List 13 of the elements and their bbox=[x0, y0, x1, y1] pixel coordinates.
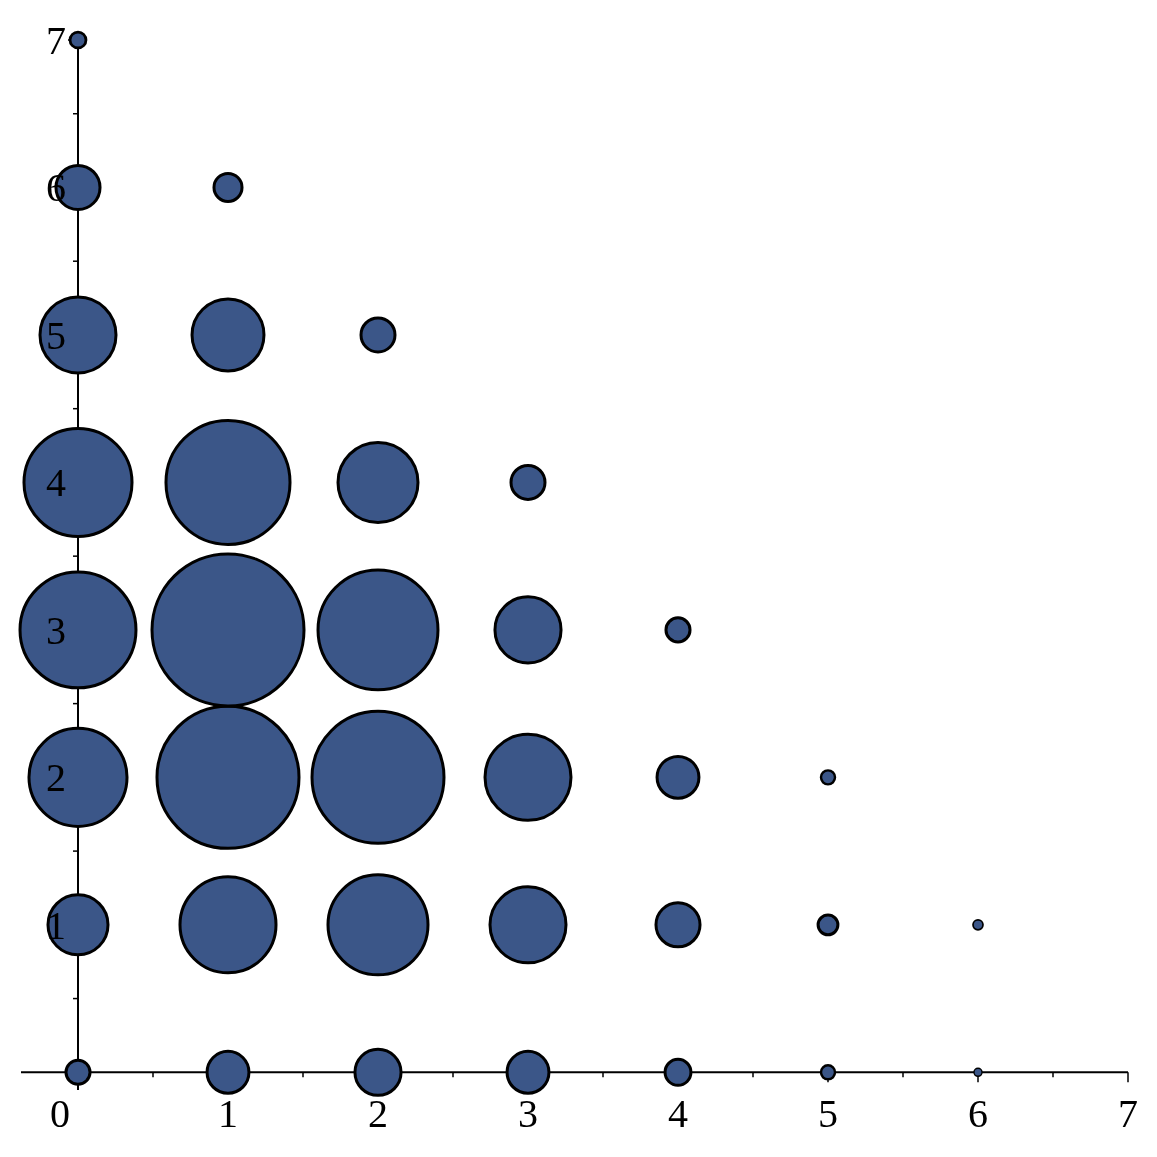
y-tick-label: 7 bbox=[46, 18, 66, 63]
x-tick-label: 6 bbox=[968, 1091, 988, 1137]
x-tick-label: 7 bbox=[1118, 1091, 1138, 1137]
x-tick-label: 3 bbox=[518, 1091, 538, 1137]
x-tick-label: 5 bbox=[818, 1091, 838, 1137]
x-tick-label: 1 bbox=[218, 1091, 238, 1137]
y-tick-label: 3 bbox=[46, 607, 66, 653]
x-tick-label: 2 bbox=[368, 1091, 388, 1137]
y-tick-label: 5 bbox=[46, 312, 66, 358]
x-tick-label: 4 bbox=[668, 1091, 688, 1137]
y-tick-label: 4 bbox=[46, 460, 66, 506]
x-tick-label: 0 bbox=[50, 1091, 70, 1137]
y-tick-label: 2 bbox=[46, 755, 66, 801]
